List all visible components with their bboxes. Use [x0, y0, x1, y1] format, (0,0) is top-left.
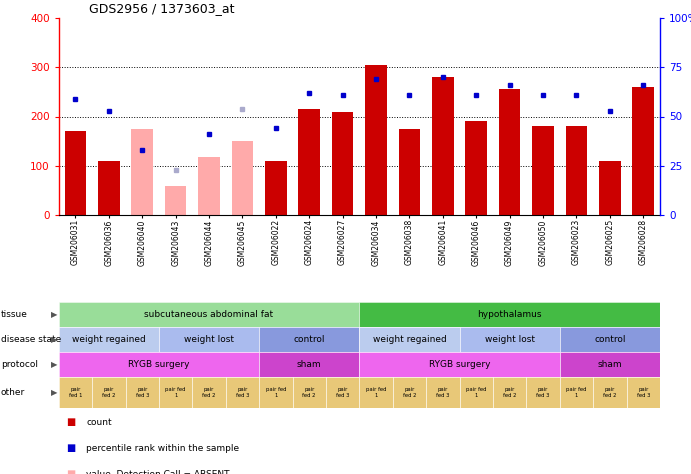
Text: pair
fed 3: pair fed 3: [236, 387, 249, 398]
Text: tissue: tissue: [1, 310, 28, 319]
Bar: [565, 127, 587, 215]
Text: pair
fed 3: pair fed 3: [436, 387, 450, 398]
Text: pair
fed 3: pair fed 3: [135, 387, 149, 398]
Text: RYGB surgery: RYGB surgery: [428, 360, 491, 369]
Text: pair
fed 2: pair fed 2: [403, 387, 416, 398]
Text: weight lost: weight lost: [184, 335, 234, 344]
Text: pair
fed 2: pair fed 2: [202, 387, 216, 398]
Bar: [332, 111, 354, 215]
Text: RYGB surgery: RYGB surgery: [128, 360, 190, 369]
Bar: [198, 157, 220, 215]
Bar: [599, 161, 621, 215]
Text: weight regained: weight regained: [372, 335, 446, 344]
Text: count: count: [86, 418, 112, 427]
Text: weight regained: weight regained: [72, 335, 146, 344]
Text: sham: sham: [297, 360, 321, 369]
Bar: [64, 131, 86, 215]
Bar: [399, 129, 420, 215]
Text: ■: ■: [66, 443, 75, 453]
Text: value, Detection Call = ABSENT: value, Detection Call = ABSENT: [86, 470, 230, 474]
Text: other: other: [1, 388, 25, 397]
Bar: [231, 141, 254, 215]
Text: pair
fed 1: pair fed 1: [68, 387, 82, 398]
Bar: [499, 90, 520, 215]
Text: pair
fed 2: pair fed 2: [303, 387, 316, 398]
Text: pair
fed 3: pair fed 3: [636, 387, 650, 398]
Text: ■: ■: [66, 417, 75, 427]
Text: control: control: [594, 335, 625, 344]
Text: pair fed
1: pair fed 1: [566, 387, 587, 398]
Text: pair fed
1: pair fed 1: [165, 387, 186, 398]
Bar: [365, 65, 387, 215]
Bar: [465, 121, 487, 215]
Text: pair
fed 3: pair fed 3: [336, 387, 350, 398]
Text: sham: sham: [598, 360, 622, 369]
Bar: [164, 186, 187, 215]
Text: disease state: disease state: [1, 335, 61, 344]
Text: pair
fed 2: pair fed 2: [503, 387, 516, 398]
Bar: [299, 109, 320, 215]
Text: ▶: ▶: [50, 360, 57, 369]
Text: ▶: ▶: [50, 388, 57, 397]
Text: subcutaneous abdominal fat: subcutaneous abdominal fat: [144, 310, 274, 319]
Text: ■: ■: [66, 469, 75, 474]
Text: pair fed
1: pair fed 1: [366, 387, 386, 398]
Text: weight lost: weight lost: [484, 335, 535, 344]
Text: pair fed
1: pair fed 1: [265, 387, 286, 398]
Bar: [98, 161, 120, 215]
Bar: [532, 127, 554, 215]
Text: pair fed
1: pair fed 1: [466, 387, 486, 398]
Text: ▶: ▶: [50, 310, 57, 319]
Text: protocol: protocol: [1, 360, 38, 369]
Bar: [265, 161, 287, 215]
Bar: [131, 129, 153, 215]
Text: pair
fed 2: pair fed 2: [603, 387, 616, 398]
Text: percentile rank within the sample: percentile rank within the sample: [86, 444, 240, 453]
Bar: [432, 77, 454, 215]
Text: ▶: ▶: [50, 335, 57, 344]
Text: pair
fed 2: pair fed 2: [102, 387, 115, 398]
Text: pair
fed 3: pair fed 3: [536, 387, 550, 398]
Text: GDS2956 / 1373603_at: GDS2956 / 1373603_at: [88, 2, 234, 15]
Bar: [632, 87, 654, 215]
Text: hypothalamus: hypothalamus: [477, 310, 542, 319]
Text: control: control: [294, 335, 325, 344]
